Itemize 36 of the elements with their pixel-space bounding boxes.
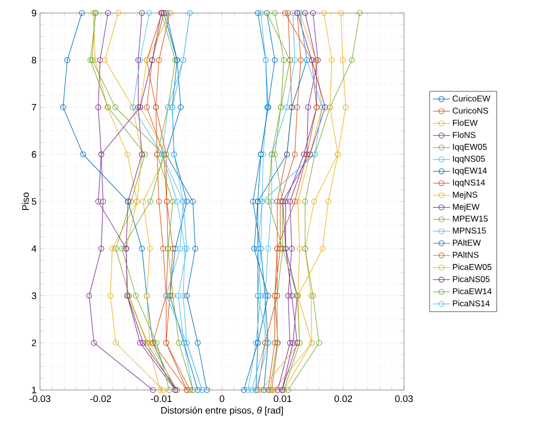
legend-label: PicaNS14 [452,300,490,306]
y-axis-title: Piso [22,192,29,210]
x-tick-label: -0.01 [150,395,172,402]
y-tick-label: 2 [32,340,36,346]
legend-label: PicaNS05 [452,276,490,282]
legend-label: PicaEW05 [452,264,492,270]
legend-label: IqqNS05 [453,156,485,164]
y-tick-label: 7 [32,104,36,111]
legend-label: IqqNS14 [453,180,485,188]
legend-label: CuricoNS [452,107,488,114]
x-tick-label: 0.02 [334,395,352,402]
x-axis-title: Distorsión entre pisos, θ [rad] [161,406,283,416]
y-tick-label: 9 [32,10,36,16]
legend-label: MejEW [452,204,480,212]
y-tick-label: 5 [32,198,36,205]
legend-label: FloNS [452,132,476,138]
x-tick-label: 0.01 [274,395,292,402]
legend-label: IqqEW14 [453,168,487,176]
legend-label: MejNS [452,191,478,200]
y-tick-label: 1 [32,386,36,394]
legend-label: FloEW [452,120,478,126]
y-tick-label: 4 [32,245,36,252]
legend-label: PAltEW [452,239,481,246]
legend-label: PAltNS [452,252,479,258]
y-tick-label: 6 [32,151,36,158]
y-tick-label: 8 [32,56,36,64]
x-tick-label: -0.02 [90,395,111,402]
x-tick-label: 0 [220,395,224,402]
legend-label: MPEW15 [452,216,488,222]
legend-label: IqqEW05 [453,144,487,152]
legend-label: MPNS15 [452,228,486,234]
x-tick-label: -0.03 [30,395,50,402]
x-tick-label: 0.03 [395,395,413,402]
legend-label: CuricoEW [452,95,490,102]
legend-label: PicaEW14 [452,288,492,294]
y-tick-label: 3 [32,292,36,300]
